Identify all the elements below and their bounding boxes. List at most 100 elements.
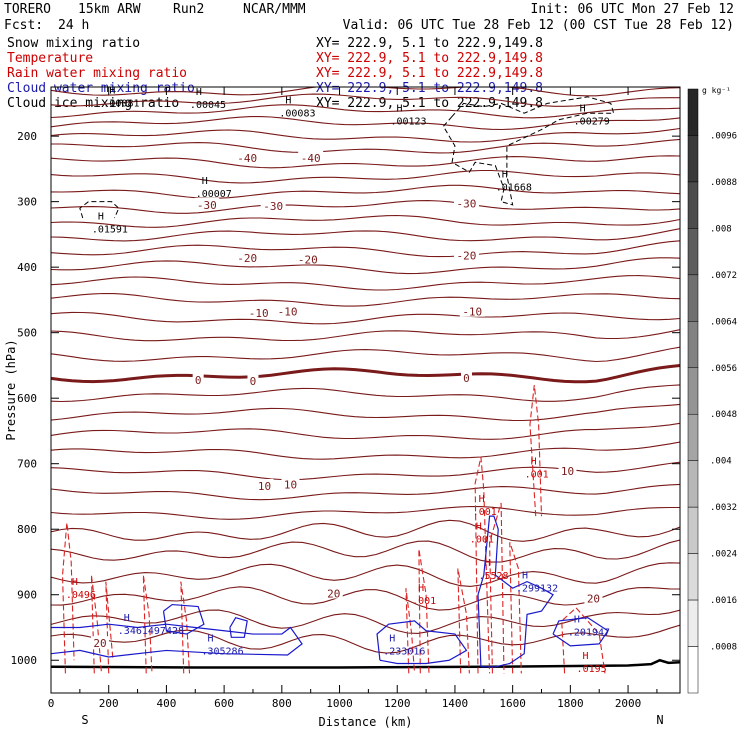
x-tick-label: 600 bbox=[214, 697, 234, 710]
max-value-label: .5528 bbox=[478, 571, 508, 582]
theta-contour bbox=[51, 155, 680, 169]
theta-contour bbox=[51, 562, 680, 587]
max-marker: H bbox=[522, 570, 528, 581]
rain-water-contour bbox=[418, 548, 430, 674]
y-tick-label: 600 bbox=[17, 392, 37, 405]
temp-label-bg bbox=[192, 372, 204, 385]
theta-contour bbox=[51, 539, 680, 563]
temperature-label: 10 bbox=[284, 479, 297, 492]
legend-label: Temperature bbox=[7, 51, 93, 66]
x-end-label-right: N bbox=[656, 713, 663, 727]
temperature-label: -20 bbox=[237, 252, 257, 265]
legend-xy: XY= 222.9, 5.1 to 222.9,149.8 bbox=[316, 51, 543, 66]
theta-contour bbox=[51, 292, 680, 307]
theta-contour bbox=[51, 104, 680, 119]
temperature-label: -20 bbox=[457, 249, 477, 262]
x-tick-label: 2000 bbox=[615, 697, 642, 710]
rain-water-contour bbox=[61, 522, 75, 674]
max-value-label: .001 bbox=[525, 469, 549, 480]
temperature-label: 20 bbox=[93, 637, 106, 650]
x-tick-label: 1800 bbox=[557, 697, 584, 710]
colorbar-swatch bbox=[687, 321, 699, 369]
x-tick-label: 1200 bbox=[384, 697, 411, 710]
theta-contour bbox=[51, 624, 680, 654]
cloud-water-contour bbox=[51, 623, 303, 658]
temperature-label: 10 bbox=[258, 480, 271, 493]
y-tick-label: 500 bbox=[17, 327, 37, 340]
colorbar-tick-label: .0032 bbox=[710, 503, 737, 513]
colorbar-tick-label: .0064 bbox=[710, 317, 737, 327]
max-value-label: .00007 bbox=[196, 189, 232, 200]
max-marker: H bbox=[583, 651, 589, 662]
colorbar-swatch bbox=[687, 228, 699, 276]
colorbar-swatch bbox=[687, 553, 699, 601]
max-marker: H bbox=[476, 521, 482, 532]
x-end-label-left: S bbox=[81, 713, 88, 727]
rain-water-contour bbox=[142, 574, 153, 674]
cloud-water-contour bbox=[162, 603, 205, 635]
forecast-hours: 24 h bbox=[58, 18, 89, 33]
colorbar-swatch bbox=[687, 367, 699, 415]
theta-contour bbox=[51, 329, 680, 342]
y-tick-label: 300 bbox=[17, 196, 37, 209]
x-tick-label: 1000 bbox=[326, 697, 353, 710]
max-marker: H bbox=[98, 211, 104, 222]
colorbar-tick-label: .0048 bbox=[710, 410, 737, 420]
colorbar-swatch bbox=[687, 599, 699, 647]
theta-contour bbox=[51, 483, 680, 501]
max-value-label: .001 bbox=[412, 596, 436, 607]
rain-water-contour bbox=[90, 575, 103, 674]
legend-label: Cloud ice mixing ratio bbox=[7, 96, 179, 111]
theta-contour bbox=[51, 346, 680, 363]
cloud-water-contour bbox=[376, 620, 468, 665]
rain-water-contour bbox=[529, 385, 543, 517]
plot-frame bbox=[50, 86, 681, 694]
theta-contour bbox=[51, 384, 680, 403]
y-tick-label: 200 bbox=[17, 130, 37, 143]
max-value-label: .3461497428 bbox=[118, 626, 184, 637]
temperature-label: 0 bbox=[195, 374, 202, 387]
axes: 0 200 400 600 800 1000 1200 1400 1600 1800 2000200… bbox=[4, 87, 680, 729]
colorbar-tick-label: .008 bbox=[710, 224, 732, 234]
max-marker: H bbox=[531, 456, 537, 467]
temperature-label: -10 bbox=[278, 306, 298, 319]
rain-water-contour bbox=[405, 588, 416, 674]
colorbar-tick-label: .0016 bbox=[710, 596, 737, 606]
max-value-label: .305286 bbox=[201, 646, 243, 657]
temp-label-bg bbox=[91, 636, 110, 649]
theta-contour bbox=[51, 93, 680, 107]
temperature-label: 20 bbox=[587, 593, 600, 606]
theta-contour bbox=[51, 257, 680, 275]
colorbar-tick-label: .0056 bbox=[710, 364, 737, 374]
max-value-label: .299132 bbox=[516, 583, 558, 594]
theta-contour bbox=[51, 214, 680, 228]
max-value-label: .00123 bbox=[390, 116, 426, 127]
y-tick-label: 900 bbox=[17, 589, 37, 602]
colorbar-swatch bbox=[687, 646, 699, 694]
run-name: Run2 bbox=[173, 2, 204, 17]
legend-xy: XY= 222.9, 5.1 to 222.9,149.8 bbox=[316, 66, 543, 81]
x-axis-title: Distance (km) bbox=[319, 715, 413, 729]
colorbar-swatch bbox=[687, 460, 699, 508]
y-tick-label: 800 bbox=[17, 523, 37, 536]
theta-contour bbox=[51, 200, 680, 214]
theta-contour bbox=[51, 586, 680, 611]
init-time: Init: 06 UTC Mon 27 Feb 12 bbox=[531, 2, 735, 17]
x-tick-label: 200 bbox=[99, 697, 119, 710]
temp-label-bg bbox=[453, 248, 479, 261]
max-marker: H bbox=[484, 558, 490, 569]
colorbar-tick-label: .004 bbox=[710, 457, 732, 467]
x-tick-label: 1400 bbox=[442, 697, 469, 710]
model-name: TORERO bbox=[4, 2, 51, 17]
temperature-label: -40 bbox=[301, 152, 321, 165]
theta-contour bbox=[51, 519, 680, 542]
cloud-ice-contour bbox=[79, 201, 120, 219]
max-value-label: .0496 bbox=[66, 590, 96, 601]
theta-contour bbox=[51, 505, 680, 520]
y-tick-label: 1000 bbox=[11, 654, 38, 667]
max-value-label: .01591 bbox=[92, 224, 128, 235]
temp-label-bg bbox=[324, 586, 343, 599]
field-legend: Snow mixing ratio XY= 222.9, 5.1 to 222.9… bbox=[7, 36, 543, 111]
temperature-label: -10 bbox=[249, 307, 269, 320]
y-axis-title: Pressure (hPa) bbox=[4, 339, 18, 440]
